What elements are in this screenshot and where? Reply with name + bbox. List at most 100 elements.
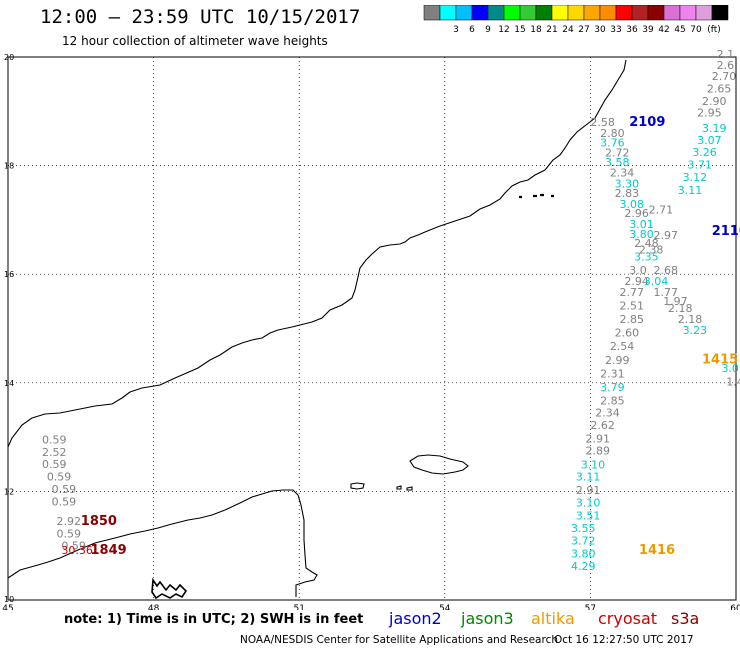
scale-label: 21: [546, 25, 557, 35]
wave-height-value: 2.77: [620, 286, 645, 299]
legend-jason3: jason3: [461, 609, 514, 628]
wave-height-value: 3.12: [683, 171, 708, 184]
wave-height-value: 1.77: [653, 286, 678, 299]
scale-label: 27: [578, 25, 589, 35]
african-coastline: [7, 489, 318, 597]
scale-label: 3: [453, 25, 459, 35]
wave-height-value: 3.23: [683, 324, 708, 337]
scale-swatch: [711, 5, 729, 21]
wave-height-value: 30.36: [61, 544, 93, 557]
legend-jason2: jason2: [389, 609, 442, 628]
pass-number-label: 1850: [81, 514, 117, 529]
wave-height-value: 0.59: [47, 471, 72, 484]
scale-label: 18: [530, 25, 542, 35]
wave-height-value: 2.97: [653, 229, 678, 242]
wave-height-value: 2.18: [668, 302, 693, 315]
kuria-muria-islands: [519, 193, 554, 199]
wave-height-value: 3.58: [605, 156, 630, 169]
wave-height-value: 3.55: [571, 522, 596, 535]
wave-height-value: 3.01: [629, 218, 654, 231]
wave-height-value: 3.08: [620, 198, 645, 211]
scale-label: 6: [469, 25, 475, 35]
wave-height-value: 2.52: [42, 446, 66, 459]
coastline: [7, 59, 627, 600]
wave-height-value: 0.59: [42, 458, 66, 471]
wave-height-value: 3.80: [629, 228, 654, 241]
wave-height-value: 4.29: [571, 560, 596, 573]
wave-height-value: 3.30: [615, 177, 640, 190]
lon-tick-label: 51: [293, 604, 304, 610]
samhah-island: [396, 485, 402, 490]
wave-height-value: 2.90: [702, 95, 727, 108]
pass-number-label: 2109: [629, 115, 665, 130]
wave-height-value: 3.19: [702, 122, 727, 135]
lat-tick-label: 20: [4, 53, 14, 62]
wave-height-value: 0.59: [42, 434, 66, 447]
wave-height-value: 2.94: [624, 275, 649, 288]
wave-height-value: 2.34: [610, 166, 635, 179]
wave-height-value: 2.99: [605, 354, 630, 367]
wave-height-value: 2.38: [639, 244, 664, 257]
wave-height-value: 2.6: [717, 59, 735, 72]
scale-label: 33: [610, 25, 621, 35]
wave-height-value: 2.51: [620, 299, 645, 312]
wave-height-value: 2.83: [615, 187, 640, 200]
credit-line: NOAA/NESDIS Center for Satellite Applica…: [240, 634, 558, 646]
scale-label: 12: [498, 25, 509, 35]
wave-height-value: 2.92: [57, 515, 82, 528]
wave-height-value: 2.58: [590, 116, 615, 129]
pass-number-label: 1849: [91, 543, 127, 558]
wave-height-value: 3.79: [600, 381, 625, 394]
wave-height-value: 2.48: [634, 237, 659, 250]
wave-height-value: 2.91: [586, 433, 611, 446]
scale-unit: (ft): [707, 25, 721, 35]
somali-coast-fragments: [151, 577, 188, 600]
wave-height-value: 2.68: [653, 264, 678, 277]
wave-height-value: 2.85: [600, 395, 625, 408]
lat-tick-label: 18: [4, 162, 14, 171]
color-scale: 3 6 9 12 15 18 21 24 27 30 33 36 39 42 45 70 (ft): [423, 5, 729, 35]
wave-height-value: 2.31: [600, 367, 625, 380]
legend-s3a: s3a: [671, 609, 700, 628]
wave-height-value: 2.95: [697, 107, 722, 120]
lon-tick-label: 57: [585, 604, 596, 610]
scale-label: 39: [642, 25, 654, 35]
wave-height-value: 2.70: [712, 70, 737, 83]
wave-height-value: 3.71: [687, 158, 712, 171]
pass-number-label: 2110: [712, 224, 740, 239]
wave-height-value: 0.59: [52, 483, 77, 496]
wave-height-value: 3.07: [697, 134, 722, 147]
legend-cryosat: cryosat: [598, 609, 658, 628]
scale-label: 30: [594, 25, 606, 35]
abd-al-kuri-island: [350, 482, 365, 490]
map-subtitle: 12 hour collection of altimeter wave hei…: [62, 34, 328, 48]
wave-height-value: 3.80: [571, 548, 596, 561]
wave-height-value: 3.10: [581, 459, 606, 472]
lon-tick-label: 54: [439, 604, 451, 610]
wave-height-value: 3.11: [576, 471, 601, 484]
lat-tick-label: 12: [4, 487, 14, 496]
lon-tick-label: 48: [148, 604, 160, 610]
wave-height-value: 2.65: [707, 82, 732, 95]
wave-height-value: 1.4: [726, 376, 740, 389]
scale-label: 24: [562, 25, 574, 35]
wave-height-value: 2.18: [678, 313, 703, 326]
wave-height-value: 2.89: [586, 444, 611, 457]
wave-height-value: 0.59: [52, 496, 77, 509]
lat-tick-label: 10: [4, 595, 14, 604]
wave-height-value: 2.72: [605, 146, 630, 159]
wave-height-value: 2.96: [624, 207, 649, 220]
scale-label: 42: [658, 25, 669, 35]
pass-number-label: 1416: [639, 543, 675, 558]
wave-height-value: 0.59: [57, 528, 82, 541]
lat-tick-label: 16: [4, 270, 14, 279]
wave-height-value: 3.35: [634, 251, 659, 264]
wave-height-value: 3.10: [576, 497, 601, 510]
wave-height-value: 3.51: [576, 510, 601, 523]
scale-label: 45: [674, 25, 685, 35]
wave-height-values: 0.592.520.590.590.590.592.920.590.5930.3…: [42, 48, 740, 573]
lon-tick-label: 60: [730, 604, 740, 610]
arabian-coastline: [7, 59, 627, 448]
scale-label: 9: [485, 25, 491, 35]
axis-ticks: 45 48 51 54 57 60 20 18 16 14 12 10: [2, 53, 740, 610]
